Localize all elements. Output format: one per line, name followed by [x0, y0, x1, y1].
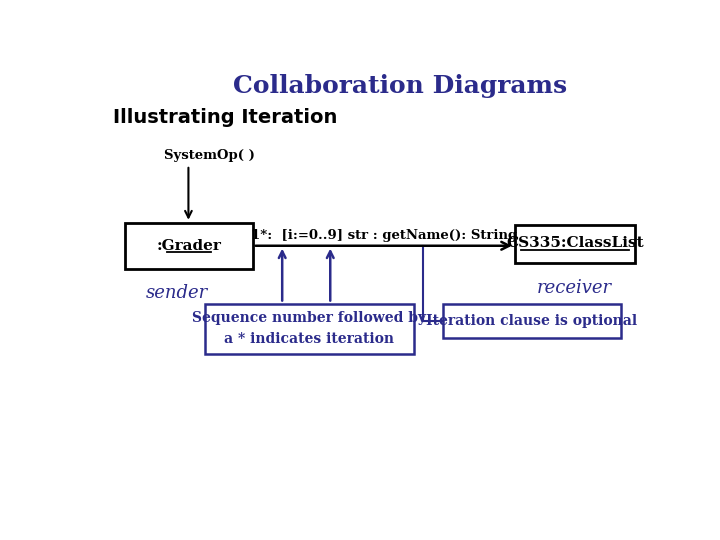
Text: sender: sender	[146, 285, 208, 302]
Bar	[515, 225, 635, 264]
Text: CS335:ClassList: CS335:ClassList	[506, 237, 644, 251]
Bar	[204, 303, 414, 354]
Text: Iteration clause is optional: Iteration clause is optional	[426, 314, 637, 328]
Bar	[443, 303, 621, 338]
Text: receiver: receiver	[537, 279, 612, 297]
Text: Illustrating Iteration: Illustrating Iteration	[113, 107, 338, 127]
Text: 1*:  [i:=0..9] str : getName(): String: 1*: [i:=0..9] str : getName(): String	[251, 230, 517, 242]
Bar	[125, 222, 253, 269]
Text: SystemOp( ): SystemOp( )	[163, 149, 254, 162]
Text: Collaboration Diagrams: Collaboration Diagrams	[233, 75, 567, 98]
Text: Sequence number followed by
a * indicates iteration: Sequence number followed by a * indicate…	[192, 311, 426, 346]
Text: :Grader: :Grader	[156, 239, 221, 253]
